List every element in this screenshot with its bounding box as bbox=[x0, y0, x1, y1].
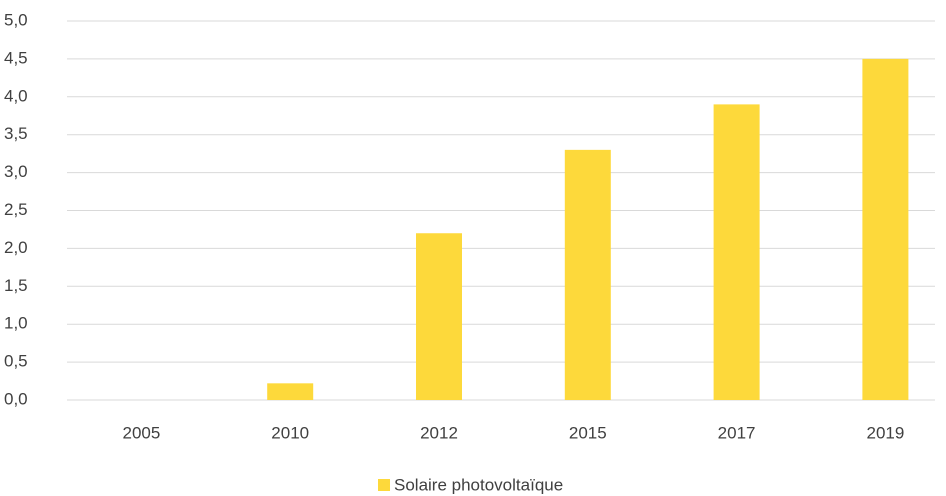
legend-label: Solaire photovoltaïque bbox=[394, 475, 563, 494]
y-tick-label: 4,0 bbox=[4, 86, 28, 105]
y-tick-label: 2,0 bbox=[4, 238, 28, 257]
y-tick-label: 0,0 bbox=[4, 389, 28, 408]
bar bbox=[267, 383, 314, 400]
legend-swatch bbox=[378, 479, 390, 491]
y-tick-label: 3,0 bbox=[4, 162, 28, 181]
y-tick-label: 3,5 bbox=[4, 124, 28, 143]
bar bbox=[564, 149, 611, 400]
x-tick-label: 2012 bbox=[420, 423, 458, 442]
x-tick-label: 2019 bbox=[866, 423, 904, 442]
bar bbox=[713, 104, 760, 400]
y-tick-label: 4,5 bbox=[4, 48, 28, 67]
x-tick-label: 2015 bbox=[569, 423, 607, 442]
x-tick-label: 2010 bbox=[271, 423, 309, 442]
y-tick-label: 5,0 bbox=[4, 10, 28, 29]
x-tick-label: 2005 bbox=[122, 423, 160, 442]
y-tick-label: 2,5 bbox=[4, 200, 28, 219]
bar bbox=[862, 58, 909, 401]
y-tick-label: 1,5 bbox=[4, 276, 28, 295]
y-tick-label: 1,0 bbox=[4, 314, 28, 333]
bar bbox=[416, 233, 462, 400]
y-tick-label: 0,5 bbox=[4, 352, 28, 371]
x-tick-label: 2017 bbox=[718, 423, 756, 442]
